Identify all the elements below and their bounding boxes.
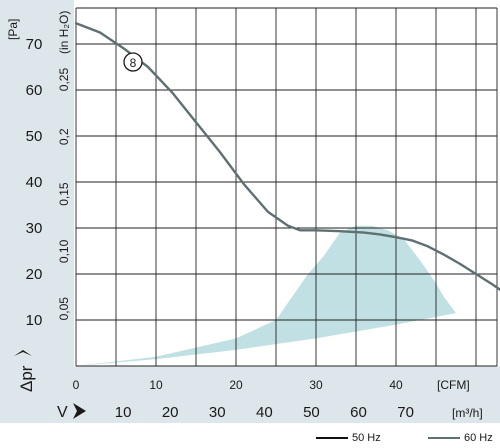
- series-line-0: [74, 22, 500, 292]
- legend-label-50hz: 50 Hz: [352, 432, 381, 444]
- x-tick-cfm: 30: [309, 378, 323, 392]
- x-tick-m3h: 50: [303, 404, 320, 421]
- y-axis-arrow: [14, 350, 32, 356]
- legend-swatch-50hz: [316, 437, 348, 439]
- y-tick-inh2o: 0,10: [57, 239, 71, 263]
- y-tick-inh2o: 0,05: [57, 297, 71, 321]
- y-tick-pa: 40: [26, 174, 43, 191]
- x-tick-m3h: 20: [162, 404, 179, 421]
- y-tick-pa: 70: [26, 36, 43, 53]
- y-unit-pa: [Pa]: [6, 19, 20, 40]
- x-tick-m3h: 60: [350, 404, 367, 421]
- x-axis-arrow: [73, 403, 86, 419]
- bottom-axis-band: [0, 366, 500, 423]
- legend-item-50hz: 50 Hz: [316, 432, 381, 444]
- x-tick-m3h: 10: [115, 404, 132, 421]
- y-tick-pa: 50: [26, 128, 43, 145]
- y-tick-inh2o: 0,15: [57, 182, 71, 206]
- y-tick-pa: 60: [26, 82, 43, 99]
- legend-swatch-60hz: [428, 437, 460, 439]
- curve-marker-circle: [123, 52, 143, 72]
- x-tick-cfm: 40: [389, 378, 403, 392]
- x-unit-m3h: [m³/h]: [452, 406, 483, 420]
- x-tick-m3h: 30: [209, 404, 226, 421]
- y-axis-label: Δpr: [17, 365, 36, 392]
- curve-marker-label: 8: [130, 56, 137, 70]
- left-axis-band: [0, 0, 74, 423]
- y-tick-pa: 20: [26, 266, 43, 283]
- x-axis-label: V: [57, 404, 68, 421]
- y-tick-inh2o: 0,2: [57, 128, 71, 145]
- y-unit-inh2o: (in H₂O): [57, 11, 71, 54]
- x-unit-cfm: [CFM]: [437, 378, 470, 392]
- legend-item-60hz: 60 Hz: [428, 432, 493, 444]
- y-tick-inh2o: 0,25: [57, 68, 71, 92]
- legend-label-60hz: 60 Hz: [464, 432, 493, 444]
- x-tick-cfm: 0: [73, 378, 80, 392]
- x-tick-cfm: 20: [229, 378, 243, 392]
- y-tick-pa: 30: [26, 220, 43, 237]
- y-tick-pa: 10: [26, 312, 43, 329]
- x-tick-m3h: 70: [397, 404, 414, 421]
- operating-region: [76, 225, 456, 366]
- x-tick-m3h: 40: [256, 404, 273, 421]
- x-tick-cfm: 10: [149, 378, 163, 392]
